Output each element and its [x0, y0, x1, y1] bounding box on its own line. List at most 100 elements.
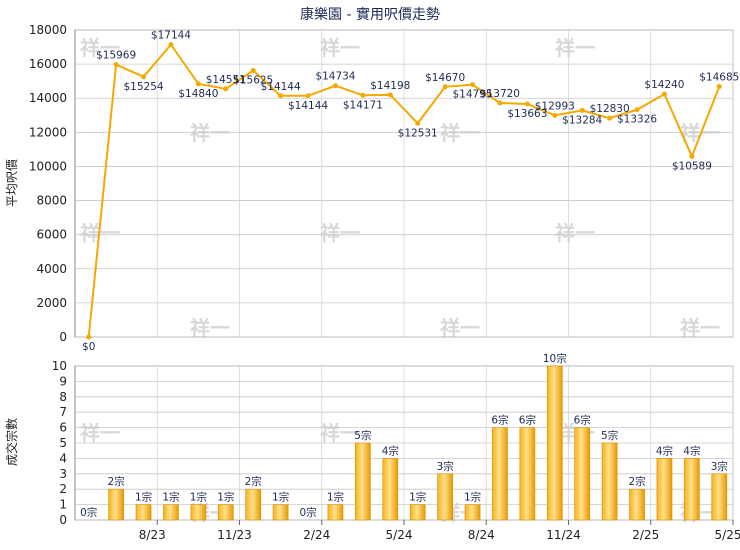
x-tick-label: 2/24: [303, 528, 330, 542]
watermark-text: 祥一: [440, 121, 480, 145]
bar-y-tick-label: 8: [59, 390, 67, 404]
price-point: [470, 82, 476, 88]
deal-count-label: 4宗: [656, 444, 673, 457]
price-point: [113, 62, 119, 68]
deal-count-label: 2宗: [108, 475, 125, 488]
price-data-label: $13326: [617, 114, 657, 126]
deal-count-label: 6宗: [519, 414, 536, 427]
deal-count-label: 6宗: [491, 414, 508, 427]
line-y-tick-label: 4000: [36, 262, 67, 276]
price-data-label: $0: [82, 341, 95, 353]
deal-count-label: 3宗: [711, 460, 728, 473]
deal-count-label: 0宗: [299, 506, 316, 519]
price-data-label: $14198: [370, 80, 410, 92]
deal-count-label: 1宗: [135, 491, 152, 504]
price-data-label: $13663: [507, 108, 547, 120]
price-data-label: $14670: [425, 72, 465, 84]
line-y-tick-label: 2000: [36, 296, 67, 310]
deal-count-label: 4宗: [382, 444, 399, 457]
price-data-label: $14171: [343, 99, 383, 111]
deal-count-label: 1宗: [409, 491, 426, 504]
bar-y-tick-label: 10: [52, 359, 67, 373]
deal-count-bar: [464, 504, 481, 521]
deal-count-bar: [355, 442, 371, 521]
price-data-label: $17144: [151, 30, 191, 42]
line-y-tick-label: 8000: [36, 194, 67, 208]
deal-count-bar: [437, 473, 453, 521]
price-data-label: $14685: [699, 72, 739, 84]
deal-count-bar: [327, 504, 344, 521]
deal-count-label: 1宗: [464, 491, 481, 504]
bar-y-tick-label: 9: [59, 374, 67, 388]
price-point: [634, 107, 640, 113]
price-point: [250, 68, 256, 74]
watermark-text: 祥一: [555, 36, 595, 60]
price-data-label: $14734: [315, 71, 355, 83]
deal-count-label: 3宗: [437, 460, 454, 473]
deal-count-bar: [601, 442, 618, 521]
deal-count-bar: [684, 458, 700, 521]
deal-count-label: 1宗: [217, 491, 234, 504]
line-y-tick-label: 16000: [29, 57, 67, 71]
line-y-tick-label: 18000: [29, 23, 67, 37]
watermark-text: 祥一: [680, 316, 720, 340]
price-point: [689, 153, 695, 159]
deal-count-bar: [163, 504, 179, 521]
watermark-text: 祥一: [320, 421, 360, 445]
deal-count-label: 1宗: [327, 491, 344, 504]
x-tick-label: 8/24: [468, 528, 495, 542]
price-data-label: $12531: [398, 127, 438, 139]
deal-count-bar: [217, 504, 234, 521]
price-data-label: $12830: [590, 103, 630, 115]
price-point: [332, 83, 338, 89]
price-point: [168, 42, 174, 48]
line-y-tick-label: 6000: [36, 228, 67, 242]
price-data-label: $15254: [123, 81, 163, 93]
bar-y-tick-label: 5: [59, 436, 67, 450]
bar-y-tick-label: 6: [59, 421, 67, 435]
x-tick-label: 5/25: [715, 528, 740, 542]
watermark-text: 祥一: [555, 221, 595, 245]
deal-count-bar: [245, 488, 262, 521]
watermark-text: 祥一: [80, 36, 120, 60]
watermark-text: 祥一: [190, 316, 230, 340]
deal-count-bar: [519, 427, 536, 521]
price-point: [497, 100, 503, 106]
price-point: [579, 107, 585, 113]
deal-count-bar: [492, 427, 508, 521]
watermark-text: 祥一: [190, 121, 230, 145]
price-data-label: $13720: [480, 88, 520, 100]
price-point: [278, 93, 284, 99]
deal-count-bar: [409, 504, 426, 521]
deal-count-label: 10宗: [543, 352, 567, 365]
bar-y-tick-label: 2: [59, 482, 67, 496]
price-data-label: $15969: [96, 50, 136, 62]
x-tick-label: 11/23: [217, 528, 252, 542]
x-tick-label: 8/23: [139, 528, 166, 542]
price-point: [552, 112, 558, 118]
line-y-tick-label: 12000: [29, 125, 67, 139]
deal-count-label: 1宗: [162, 491, 179, 504]
price-point: [415, 120, 421, 126]
price-point: [195, 81, 201, 87]
watermark-text: 祥一: [440, 316, 480, 340]
chart-title: 康樂園 - 實用呎價走勢: [300, 6, 440, 23]
line-chart: 0 2000 4000 6000 8000 10000 12000 14000 16000 180…: [29, 23, 740, 353]
deal-count-label: 5宗: [354, 429, 371, 442]
price-point: [524, 101, 530, 107]
x-tick-label: 5/24: [386, 528, 413, 542]
x-tick-label: 2/25: [632, 528, 659, 542]
price-point: [387, 92, 393, 98]
deal-count-label: 6宗: [574, 414, 591, 427]
deal-count-bar: [382, 458, 399, 521]
deal-count-label: 1宗: [272, 491, 289, 504]
deal-count-label: 2宗: [245, 475, 262, 488]
deal-count-bar: [108, 488, 124, 521]
watermark-text: 祥一: [320, 36, 360, 60]
price-data-label: $14240: [644, 79, 684, 91]
bar-y-tick-label: 3: [59, 467, 67, 481]
line-y-tick-label: 10000: [29, 159, 67, 173]
line-y-axis-label: 平均呎價: [5, 159, 19, 207]
line-y-tick-label: 0: [59, 330, 67, 344]
